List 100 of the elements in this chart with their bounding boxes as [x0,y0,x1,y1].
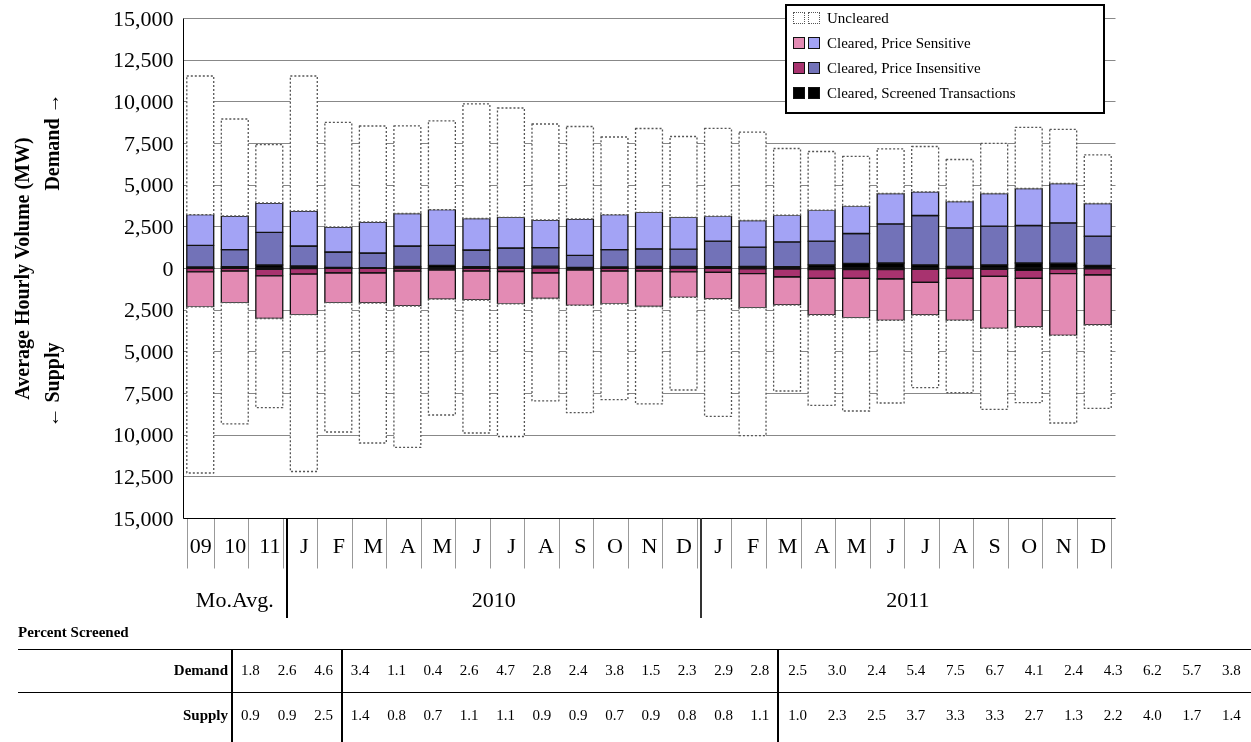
x-tick-label: J [472,532,482,558]
x-tick-label: M [432,532,453,558]
x-tick-label: A [952,532,969,558]
y-tick-label: 2,500 [124,213,174,239]
x-tick-label: 10 [224,532,247,558]
text: 4.0 [1143,706,1162,724]
x-tick-label: O [1021,532,1038,558]
text: 3.0 [827,661,847,679]
x-tick-label: M [777,532,798,558]
y-tick-label: 7,500 [124,380,174,406]
text: 2.6 [277,661,297,679]
x-tick-label: 09 [189,532,212,558]
y-tick-label: 12,500 [113,463,174,489]
text: 1.0 [788,706,808,724]
text: 3.7 [906,706,926,724]
text: 0.9 [240,706,260,724]
y-tick-label: 15,000 [113,505,174,531]
text: 2.4 [568,661,588,679]
text: Demand → [40,93,64,191]
text: 4.1 [1024,661,1044,679]
x-tick-label: J [921,532,931,558]
text: 6.2 [1143,661,1162,679]
x-tick-label: N [641,532,658,558]
text: Mo.Avg. [195,587,274,613]
x-tick-label: D [1090,532,1107,558]
text: 0.9 [532,706,552,724]
text: 3.8 [605,661,624,679]
text: Supply [182,706,229,724]
legend-label: Cleared, Price Sensitive [827,35,971,51]
y-tick-label: 2,500 [124,297,174,323]
text: 5.4 [906,661,926,679]
text: 3.8 [1221,661,1241,679]
text: 1.3 [1064,706,1083,724]
x-tick-label: J [714,532,724,558]
text: 3.4 [350,661,370,679]
text: 6.7 [985,661,1005,679]
text: 2.5 [867,706,886,724]
text: 1.1 [496,706,515,724]
text: 2.5 [314,706,334,724]
text: 2.4 [867,661,886,679]
text: 2.4 [1064,661,1083,679]
text: 0.4 [423,661,443,679]
x-tick-label: A [399,532,416,558]
x-tick-label: 11 [259,532,281,558]
text: Demand [173,661,229,679]
text: 0.8 [677,706,697,724]
x-tick-label: J [886,532,896,558]
x-tick-label: M [846,532,867,558]
text: 2.2 [1103,706,1123,724]
text: ← Supply [40,342,64,428]
text: 1.1 [387,661,406,679]
y-tick-label: 12,500 [113,47,174,73]
x-tick-label: D [676,532,692,558]
x-tick-label: J [507,532,517,558]
text: 7.5 [946,661,965,679]
text: 2.9 [714,661,733,679]
x-tick-label: N [1055,532,1072,558]
y-tick-label: 10,000 [113,422,174,448]
y-tick-label: 0 [162,255,174,281]
text: 2010 [471,587,516,613]
text: 4.6 [314,661,334,679]
text: 0.9 [277,706,297,724]
legend-label: Uncleared [827,10,889,26]
text: 2.8 [532,661,552,679]
text: 1.4 [1221,706,1241,724]
text: 2.8 [750,661,770,679]
text: 1.7 [1182,706,1202,724]
text: 5.7 [1182,661,1202,679]
y-tick-label: 5,000 [124,338,174,364]
text: 2.5 [788,661,808,679]
text: 4.7 [496,661,515,679]
y-tick-label: 10,000 [113,88,174,114]
text: 1.1 [750,706,770,724]
x-tick-label: F [746,532,760,558]
text: 1.8 [240,661,260,679]
text: 3.3 [946,706,965,724]
text: 3.3 [985,706,1005,724]
x-tick-label: S [574,532,587,558]
y-tick-label: 15,000 [113,5,174,31]
x-tick-label: F [332,532,345,558]
y-axis-title: Average Hourly Volume (MW) [10,137,34,400]
text: 0.8 [714,706,733,724]
text: 0.9 [641,706,661,724]
text: 2.7 [1024,706,1044,724]
text: 2.3 [677,661,697,679]
y-tick-label: 7,500 [124,130,174,156]
text: 0.7 [605,706,624,724]
x-tick-label: M [363,532,384,558]
text: 0.7 [423,706,443,724]
legend-label: Cleared, Screened Transactions [827,85,1016,101]
text: 1.4 [350,706,370,724]
text: 0.9 [568,706,588,724]
x-tick-label: A [814,532,831,558]
legend-label: Cleared, Price Insensitive [827,60,981,76]
x-tick-label: J [300,532,310,558]
text: 2011 [886,587,930,613]
text: 1.5 [641,661,661,679]
x-tick-label: O [607,532,623,558]
x-tick-label: A [538,532,554,558]
text: 0.8 [387,706,406,724]
